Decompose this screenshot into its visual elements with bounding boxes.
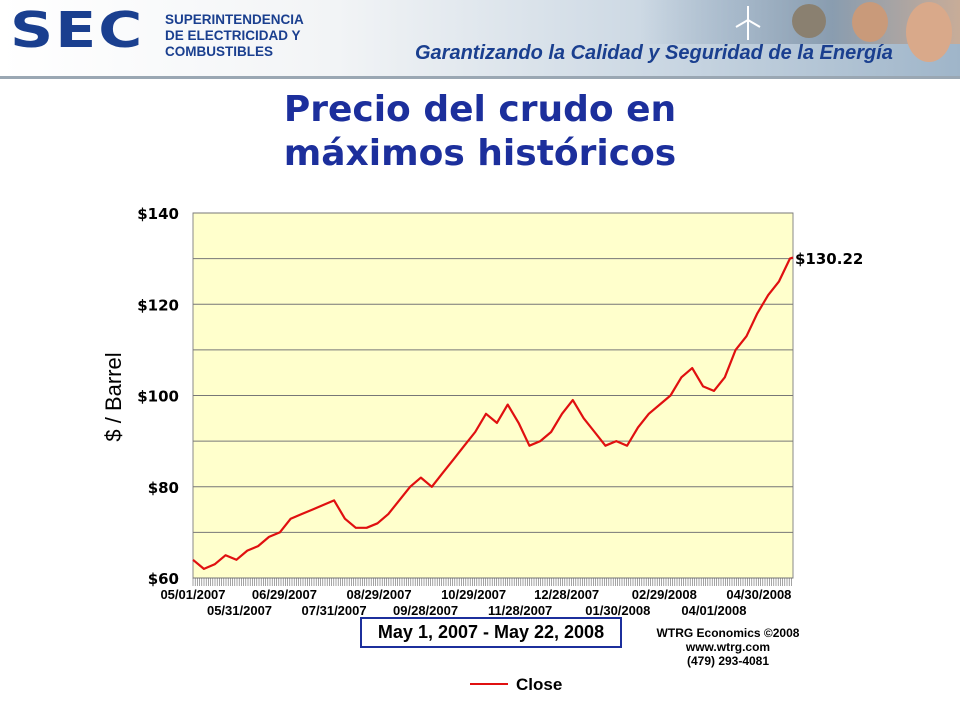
series-line-close [192, 256, 794, 570]
x-tick-label: 05/01/2007 [160, 587, 225, 602]
sec-logo: SEC [10, 1, 145, 60]
grid-lines [193, 212, 793, 579]
girl-photo-icon [906, 2, 952, 62]
woman-photo-icon [852, 2, 888, 42]
x-tick-label: 01/30/2008 [585, 603, 650, 618]
x-axis-labels: 05/01/2007 06/29/2007 08/29/2007 10/29/2007… [160, 587, 791, 618]
legend-label-close: Close [516, 675, 563, 694]
y-tick-label: $60 [148, 570, 179, 588]
last-value-annotation: $130.22 [795, 250, 863, 268]
x-tick-label: 12/28/2007 [534, 587, 599, 602]
wind-turbine-icon [735, 6, 761, 40]
x-tick-label: 02/29/2008 [632, 587, 697, 602]
tagline: Garantizando la Calidad y Seguridad de l… [415, 42, 893, 64]
x-tick-marks [192, 578, 792, 586]
agency-name: SUPERINTENDENCIA DE ELECTRICIDAD Y COMBU… [165, 12, 304, 60]
slide-title-line-2: máximos históricos [283, 133, 677, 174]
chart-legend: Close [470, 675, 562, 695]
agency-line-2: DE ELECTRICIDAD Y [165, 28, 301, 43]
x-tick-label: 04/01/2008 [681, 603, 746, 618]
credit-line-2: www.wtrg.com [685, 640, 771, 654]
date-range-box: May 1, 2007 - May 22, 2008 [360, 617, 622, 648]
header-banner: SEC SUPERINTENDENCIA DE ELECTRICIDAD Y C… [0, 0, 960, 79]
agency-line-1: SUPERINTENDENCIA [165, 12, 304, 27]
slide-title: Precio del crudo en máximos históricos [0, 88, 960, 176]
y-tick-label: $140 [137, 205, 179, 223]
x-tick-label: 10/29/2007 [441, 587, 506, 602]
credit-line-3: (479) 293-4081 [686, 654, 770, 668]
legend-line-swatch [470, 682, 508, 685]
credit-line-1: WTRG Economics ©2008 [656, 626, 800, 640]
x-tick-label: 09/28/2007 [393, 603, 458, 618]
x-tick-label: 08/29/2007 [347, 587, 412, 602]
y-tick-label: $80 [148, 479, 179, 497]
source-credits: WTRG Economics ©2008 www.wtrg.com (479) … [648, 626, 808, 668]
y-axis-title: $ / Barrel [101, 352, 126, 441]
x-tick-label: 05/31/2007 [207, 603, 272, 618]
x-tick-label: 11/28/2007 [488, 603, 552, 618]
slide-title-line-1: Precio del crudo en [283, 89, 677, 130]
y-tick-label: $120 [137, 296, 179, 314]
x-tick-label: 06/29/2007 [252, 587, 317, 602]
x-tick-label: 07/31/2007 [302, 603, 367, 618]
worker-photo-icon [792, 4, 826, 38]
y-axis-labels: $60 $80 $100 $120 $140 [137, 205, 179, 588]
x-tick-label: 04/30/2008 [726, 587, 791, 602]
agency-line-3: COMBUSTIBLES [165, 44, 273, 59]
y-tick-label: $100 [137, 388, 179, 406]
